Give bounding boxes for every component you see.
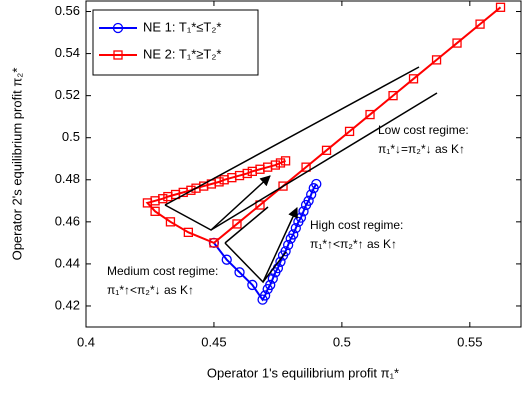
marker [259,290,271,301]
marker [209,238,219,248]
marker [278,181,288,191]
marker [186,185,196,195]
marker [303,195,314,206]
y-tick-label: 0.54 [55,45,80,60]
legend-box [92,9,259,76]
marker [452,38,462,48]
marker [165,217,176,227]
annotation: π₁*↓=π₂*↓ as K↑ [378,142,465,156]
marker [280,246,291,257]
annotation-shapes [164,66,438,284]
marker [247,279,258,291]
legend-marker [113,50,123,60]
marker [280,156,291,166]
annotation: Low cost regime: [378,123,469,137]
marker [298,206,309,217]
marker [290,222,301,234]
marker [431,55,442,65]
annotation: High cost regime: [310,218,403,232]
marker [495,2,506,12]
marker [234,267,245,278]
y-tick-label: 0.44 [55,255,80,270]
y-axis-label: Operator 2's equilibrium profit π₂* [9,68,24,261]
y-tick-label: 0.5 [62,129,80,144]
marker [270,160,281,170]
marker [301,162,311,172]
marker [214,177,224,187]
marker [150,206,160,216]
marker [388,90,398,101]
y-tick-label: 0.46 [55,213,80,228]
marker [267,273,278,284]
marker [475,19,485,29]
annotation: Medium cost regime: [107,264,218,278]
y-tick-label: 0.48 [55,171,80,186]
marker [311,178,322,190]
y-tick-label: 0.56 [55,3,80,18]
marker [275,158,286,168]
annotation: π₁*↑<π₂*↓ as K↑ [107,283,194,297]
annotation: π₁*↑<π₂*↑ as K↑ [310,237,397,251]
y-tick-label: 0.52 [55,87,80,102]
x-axis-label: Operator 1's equilibrium profit π₁* [207,365,399,380]
x-tick-label: 0.5 [333,334,351,349]
marker [344,126,355,137]
marker [232,219,242,229]
marker [158,194,168,204]
marker [183,227,194,238]
marker [321,145,332,155]
marker [275,256,286,267]
marker [365,109,375,120]
marker [221,254,232,265]
marker [408,74,419,84]
y-tick-label: 0.42 [55,297,80,312]
x-tick-label: 0.45 [201,334,226,349]
legend-label: NE 2: T₁*≥T₂* [143,46,221,61]
legend-marker [112,22,124,34]
marker [242,168,252,179]
x-tick-label: 0.55 [457,334,482,349]
legend-label: NE 1: T₁*≤T₂* [143,19,221,34]
x-tick-label: 0.4 [77,334,95,349]
marker [282,239,294,251]
marker [288,229,299,240]
marker [265,279,276,291]
marker [306,189,317,200]
